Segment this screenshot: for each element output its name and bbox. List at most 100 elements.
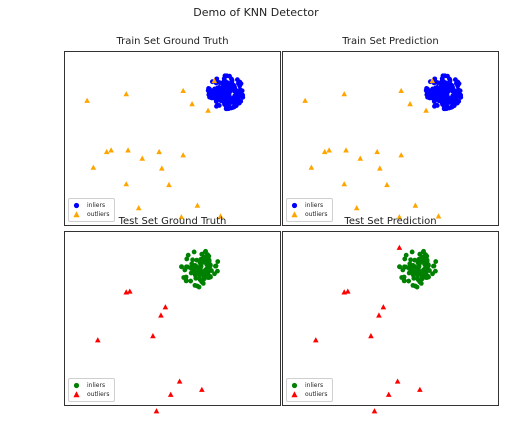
outlier-point xyxy=(394,378,401,384)
outlier-point xyxy=(321,148,328,155)
inlier-point xyxy=(414,284,420,290)
outlier-marker-icon xyxy=(291,211,298,218)
outlier-marker-icon xyxy=(73,211,80,218)
legend: inliers outliers xyxy=(286,198,334,222)
legend-label-outliers: outliers xyxy=(305,211,328,218)
inlier-point xyxy=(425,274,431,279)
subplot-title: Train Set Prediction xyxy=(342,36,439,47)
outlier-point xyxy=(396,214,403,220)
outlier-point xyxy=(313,337,319,343)
inlier-point xyxy=(240,92,246,98)
outlier-point xyxy=(384,181,390,188)
outlier-point xyxy=(211,77,218,84)
axes-frame xyxy=(282,51,499,226)
inlier-point xyxy=(179,264,184,270)
subplot-train-prediction: Train Set Prediction inliers outliers xyxy=(282,36,499,226)
inlier-point xyxy=(194,257,200,263)
outlier-point xyxy=(368,333,374,339)
inlier-point xyxy=(406,278,412,284)
outlier-point xyxy=(180,87,186,93)
inlier-point xyxy=(197,276,203,282)
outlier-point xyxy=(380,304,387,310)
subplot-test-prediction: Test Set Prediction inliers outliers xyxy=(282,216,499,414)
inlier-point xyxy=(215,259,221,264)
outlier-point xyxy=(167,391,174,397)
outlier-point xyxy=(302,97,308,103)
axes-frame xyxy=(282,231,499,406)
legend-entry-inliers: inliers xyxy=(290,381,327,390)
inlier-point xyxy=(408,264,414,270)
inlier-point xyxy=(234,98,240,103)
inlier-point xyxy=(437,96,443,102)
inlier-point xyxy=(438,89,444,95)
inlier-point xyxy=(402,256,408,262)
inlier-point xyxy=(234,77,240,83)
inlier-point xyxy=(413,269,419,275)
inlier-point xyxy=(238,98,244,104)
outlier-point xyxy=(341,91,348,97)
outlier-point xyxy=(407,101,413,107)
inlier-point xyxy=(217,80,223,86)
axes-frame xyxy=(64,231,281,406)
outlier-point xyxy=(412,202,419,208)
subplot-title: Test Set Ground Truth xyxy=(118,216,227,227)
legend: inliers outliers xyxy=(68,378,116,402)
inlier-point xyxy=(193,275,199,281)
inlier-point xyxy=(222,73,228,79)
inlier-point xyxy=(419,276,425,282)
outlier-point xyxy=(308,164,315,170)
inlier-point xyxy=(452,77,458,83)
inlier-marker-icon xyxy=(291,382,298,389)
outlier-point xyxy=(423,107,429,113)
inlier-marker-icon xyxy=(73,202,80,209)
inlier-point xyxy=(421,257,427,263)
legend-label-inliers: inliers xyxy=(305,202,324,209)
outlier-point xyxy=(103,148,110,155)
legend-label-inliers: inliers xyxy=(87,202,106,209)
legend-entry-outliers: outliers xyxy=(290,390,327,399)
inlier-point xyxy=(433,259,439,264)
inlier-point xyxy=(183,274,189,280)
inlier-point xyxy=(442,95,447,101)
inlier-point xyxy=(401,274,407,280)
inlier-point xyxy=(205,269,211,275)
outlier-point xyxy=(150,333,156,339)
inlier-point xyxy=(220,86,226,91)
inlier-point xyxy=(237,83,243,89)
inlier-point xyxy=(232,93,238,99)
inlier-point xyxy=(412,257,418,263)
inlier-point xyxy=(190,264,196,270)
plot-area xyxy=(64,51,281,226)
outlier-point xyxy=(374,148,380,155)
inlier-point xyxy=(190,257,196,263)
outlier-point xyxy=(189,101,195,107)
plot-area xyxy=(282,231,499,414)
legend-label-inliers: inliers xyxy=(305,382,324,389)
outlier-point xyxy=(398,87,404,93)
inlier-point xyxy=(201,272,207,278)
inlier-marker-icon xyxy=(291,202,298,209)
outlier-point xyxy=(125,147,131,153)
outlier-point xyxy=(326,147,332,153)
inlier-point xyxy=(425,263,431,269)
outlier-marker-icon xyxy=(291,391,298,398)
subplot-train-ground-truth: Train Set Ground Truth inliers outliers xyxy=(64,36,281,226)
inlier-point xyxy=(226,106,232,111)
inlier-point xyxy=(201,276,207,282)
inlier-point xyxy=(207,90,212,96)
inlier-point xyxy=(195,269,201,275)
inlier-point xyxy=(207,274,213,279)
inlier-point xyxy=(185,252,191,258)
outlier-point xyxy=(166,181,172,188)
subplot-test-ground-truth: Test Set Ground Truth inliers outliers xyxy=(64,216,281,414)
legend-entry-outliers: outliers xyxy=(290,210,327,219)
inlier-marker-icon xyxy=(73,382,80,389)
outlier-point xyxy=(341,181,348,187)
inlier-point xyxy=(397,264,402,270)
outlier-point xyxy=(156,148,162,155)
outlier-point xyxy=(180,152,186,158)
inlier-point xyxy=(214,76,220,82)
outlier-point xyxy=(108,147,114,153)
axes-frame xyxy=(64,51,281,226)
outlier-point xyxy=(176,378,183,384)
